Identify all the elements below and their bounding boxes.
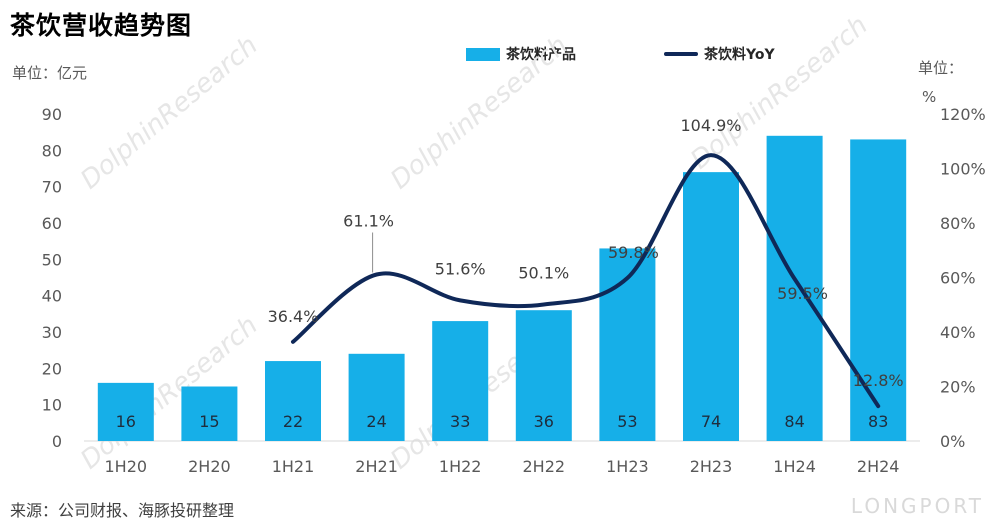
bar bbox=[766, 135, 823, 442]
right-axis-tick-label: 0% bbox=[940, 432, 965, 451]
left-axis-tick-label: 50 bbox=[42, 250, 62, 269]
watermark-text: DolphinResearch bbox=[75, 30, 263, 195]
bar-value-label: 16 bbox=[116, 412, 136, 431]
legend-line-swatch bbox=[664, 52, 698, 56]
bar bbox=[515, 310, 572, 441]
legend-bar-swatch bbox=[466, 47, 500, 61]
left-axis-tick-label: 80 bbox=[42, 141, 62, 160]
bar-value-label: 74 bbox=[701, 412, 721, 431]
x-axis-tick-label: 1H23 bbox=[606, 457, 649, 476]
x-axis-tick-label: 1H20 bbox=[105, 457, 148, 476]
bar bbox=[683, 172, 739, 441]
bar-value-label: 22 bbox=[283, 412, 303, 431]
bar-value-label: 33 bbox=[450, 412, 470, 431]
x-axis-tick-label: 1H22 bbox=[439, 457, 482, 476]
bar bbox=[265, 361, 321, 441]
right-axis-tick-label: 20% bbox=[940, 378, 976, 397]
right-axis-tick-label: 100% bbox=[940, 160, 986, 179]
legend-line-label: 茶饮料YoY bbox=[704, 47, 775, 63]
x-axis-tick-label: 2H23 bbox=[690, 457, 733, 476]
legend-line: 茶饮料YoY bbox=[664, 44, 775, 64]
yoy-data-label: 104.9% bbox=[680, 116, 741, 135]
chart-title: 茶饮营收趋势图 bbox=[10, 11, 193, 40]
left-axis-tick-label: 70 bbox=[42, 178, 62, 197]
bar bbox=[850, 139, 907, 441]
right-axis-tick-label: 60% bbox=[940, 269, 976, 288]
yoy-data-label: 50.1% bbox=[518, 263, 569, 282]
bar-value-label: 24 bbox=[366, 412, 386, 431]
yoy-data-label: 59.8% bbox=[608, 243, 659, 262]
left-axis-unit: 单位：亿元 bbox=[12, 64, 88, 82]
x-axis-tick-label: 2H20 bbox=[188, 457, 231, 476]
yoy-data-label: 51.6% bbox=[435, 259, 486, 278]
bar-value-label: 84 bbox=[784, 412, 804, 431]
legend-bar-label: 茶饮料产品 bbox=[506, 47, 576, 63]
right-axis-tick-label: 120% bbox=[940, 105, 986, 124]
left-axis-tick-label: 20 bbox=[42, 359, 62, 378]
bar-value-label: 15 bbox=[199, 412, 219, 431]
bar bbox=[432, 321, 489, 441]
bar-value-label: 36 bbox=[534, 412, 554, 431]
yoy-data-label: 36.4% bbox=[268, 307, 319, 326]
yoy-data-label: 12.8% bbox=[853, 371, 904, 390]
bar bbox=[348, 353, 405, 441]
x-axis-tick-label: 2H22 bbox=[523, 457, 566, 476]
left-axis-tick-label: 30 bbox=[42, 323, 62, 342]
x-axis-tick-label: 2H24 bbox=[857, 457, 900, 476]
x-axis-tick-label: 1H21 bbox=[272, 457, 315, 476]
source-note: 来源：公司财报、海豚投研整理 bbox=[10, 501, 235, 520]
left-axis-tick-label: 40 bbox=[42, 287, 62, 306]
left-axis-tick-label: 10 bbox=[42, 396, 62, 415]
yoy-data-label: 59.5% bbox=[777, 284, 828, 303]
right-axis-tick-label: 40% bbox=[940, 323, 976, 342]
right-axis-tick-label: 80% bbox=[940, 214, 976, 233]
x-axis-tick-label: 1H24 bbox=[773, 457, 816, 476]
x-axis-tick-label: 2H21 bbox=[355, 457, 398, 476]
legend-bar: 茶饮料产品 bbox=[466, 44, 576, 64]
watermark-text: DolphinResearch bbox=[385, 30, 573, 195]
yoy-line bbox=[291, 153, 881, 409]
brand-logo: LONGPORT bbox=[850, 494, 984, 518]
left-axis-tick-label: 0 bbox=[52, 432, 62, 451]
right-axis-unit: 单位： bbox=[918, 59, 964, 77]
right-axis-unit-symbol: % bbox=[922, 88, 937, 106]
yoy-data-label: 61.1% bbox=[343, 212, 394, 231]
left-axis-tick-label: 60 bbox=[42, 214, 62, 233]
left-axis-tick-label: 90 bbox=[42, 105, 62, 124]
bar bbox=[181, 386, 238, 441]
bar-value-label: 83 bbox=[868, 412, 888, 431]
bar-value-label: 53 bbox=[617, 412, 637, 431]
bar bbox=[97, 382, 154, 441]
